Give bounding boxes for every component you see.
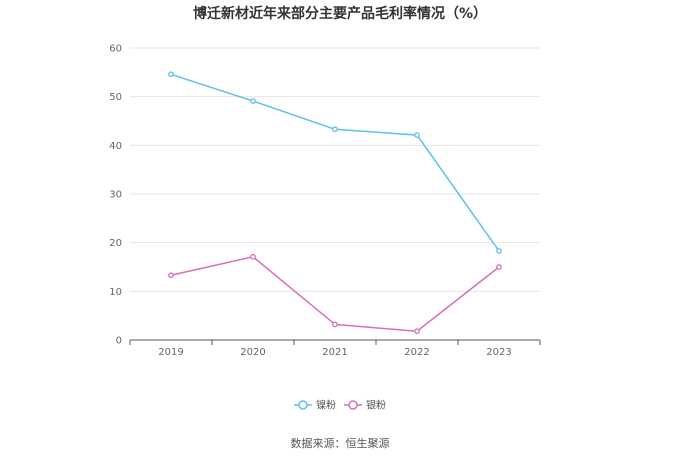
data-point[interactable] — [414, 328, 420, 335]
legend-marker — [348, 400, 358, 410]
series-layer — [168, 71, 502, 335]
data-point[interactable] — [168, 272, 174, 279]
legend-item-0[interactable]: 镍粉 — [294, 399, 336, 412]
y-tick-label: 50 — [109, 92, 122, 103]
x-tick-label: 2021 — [322, 347, 347, 358]
data-point[interactable] — [414, 132, 420, 138]
data-point[interactable] — [168, 71, 174, 78]
x-tick-label: 2023 — [486, 347, 511, 358]
y-tick-label: 60 — [109, 44, 122, 55]
data-point[interactable] — [250, 253, 256, 260]
source-note: 数据来源：恒生聚源 — [291, 436, 390, 450]
series-1 — [168, 253, 502, 335]
data-point[interactable] — [332, 126, 338, 133]
series-line — [170, 255, 500, 333]
x-tick-label: 2019 — [158, 347, 183, 358]
data-point[interactable] — [332, 321, 338, 328]
y-tick-label: 10 — [109, 287, 122, 298]
y-tick-label: 30 — [109, 190, 122, 201]
y-tick-label: 0 — [116, 336, 122, 347]
grid — [130, 47, 540, 292]
x-tick-label: 2022 — [404, 347, 429, 358]
series-0 — [168, 71, 502, 254]
series-line — [170, 73, 500, 252]
data-point[interactable] — [496, 248, 502, 254]
legend-label: 镍粉 — [316, 399, 336, 412]
x-tick-label: 2020 — [240, 347, 265, 358]
data-point[interactable] — [250, 98, 256, 104]
legend-marker — [298, 400, 308, 410]
legend: 镍粉 银粉 — [294, 399, 386, 412]
x-axis: 2019 2020 2021 2022 2023 — [129, 339, 541, 358]
y-tick-label: 40 — [109, 141, 122, 152]
chart-title: 博迁新材近年来部分主要产品毛利率情况（%） — [193, 5, 487, 22]
y-axis: 0 10 20 30 40 50 60 — [109, 44, 122, 347]
legend-item-1[interactable]: 银粉 — [344, 399, 386, 412]
y-tick-label: 20 — [109, 238, 122, 249]
legend-label: 银粉 — [366, 399, 386, 412]
data-point[interactable] — [496, 264, 502, 270]
